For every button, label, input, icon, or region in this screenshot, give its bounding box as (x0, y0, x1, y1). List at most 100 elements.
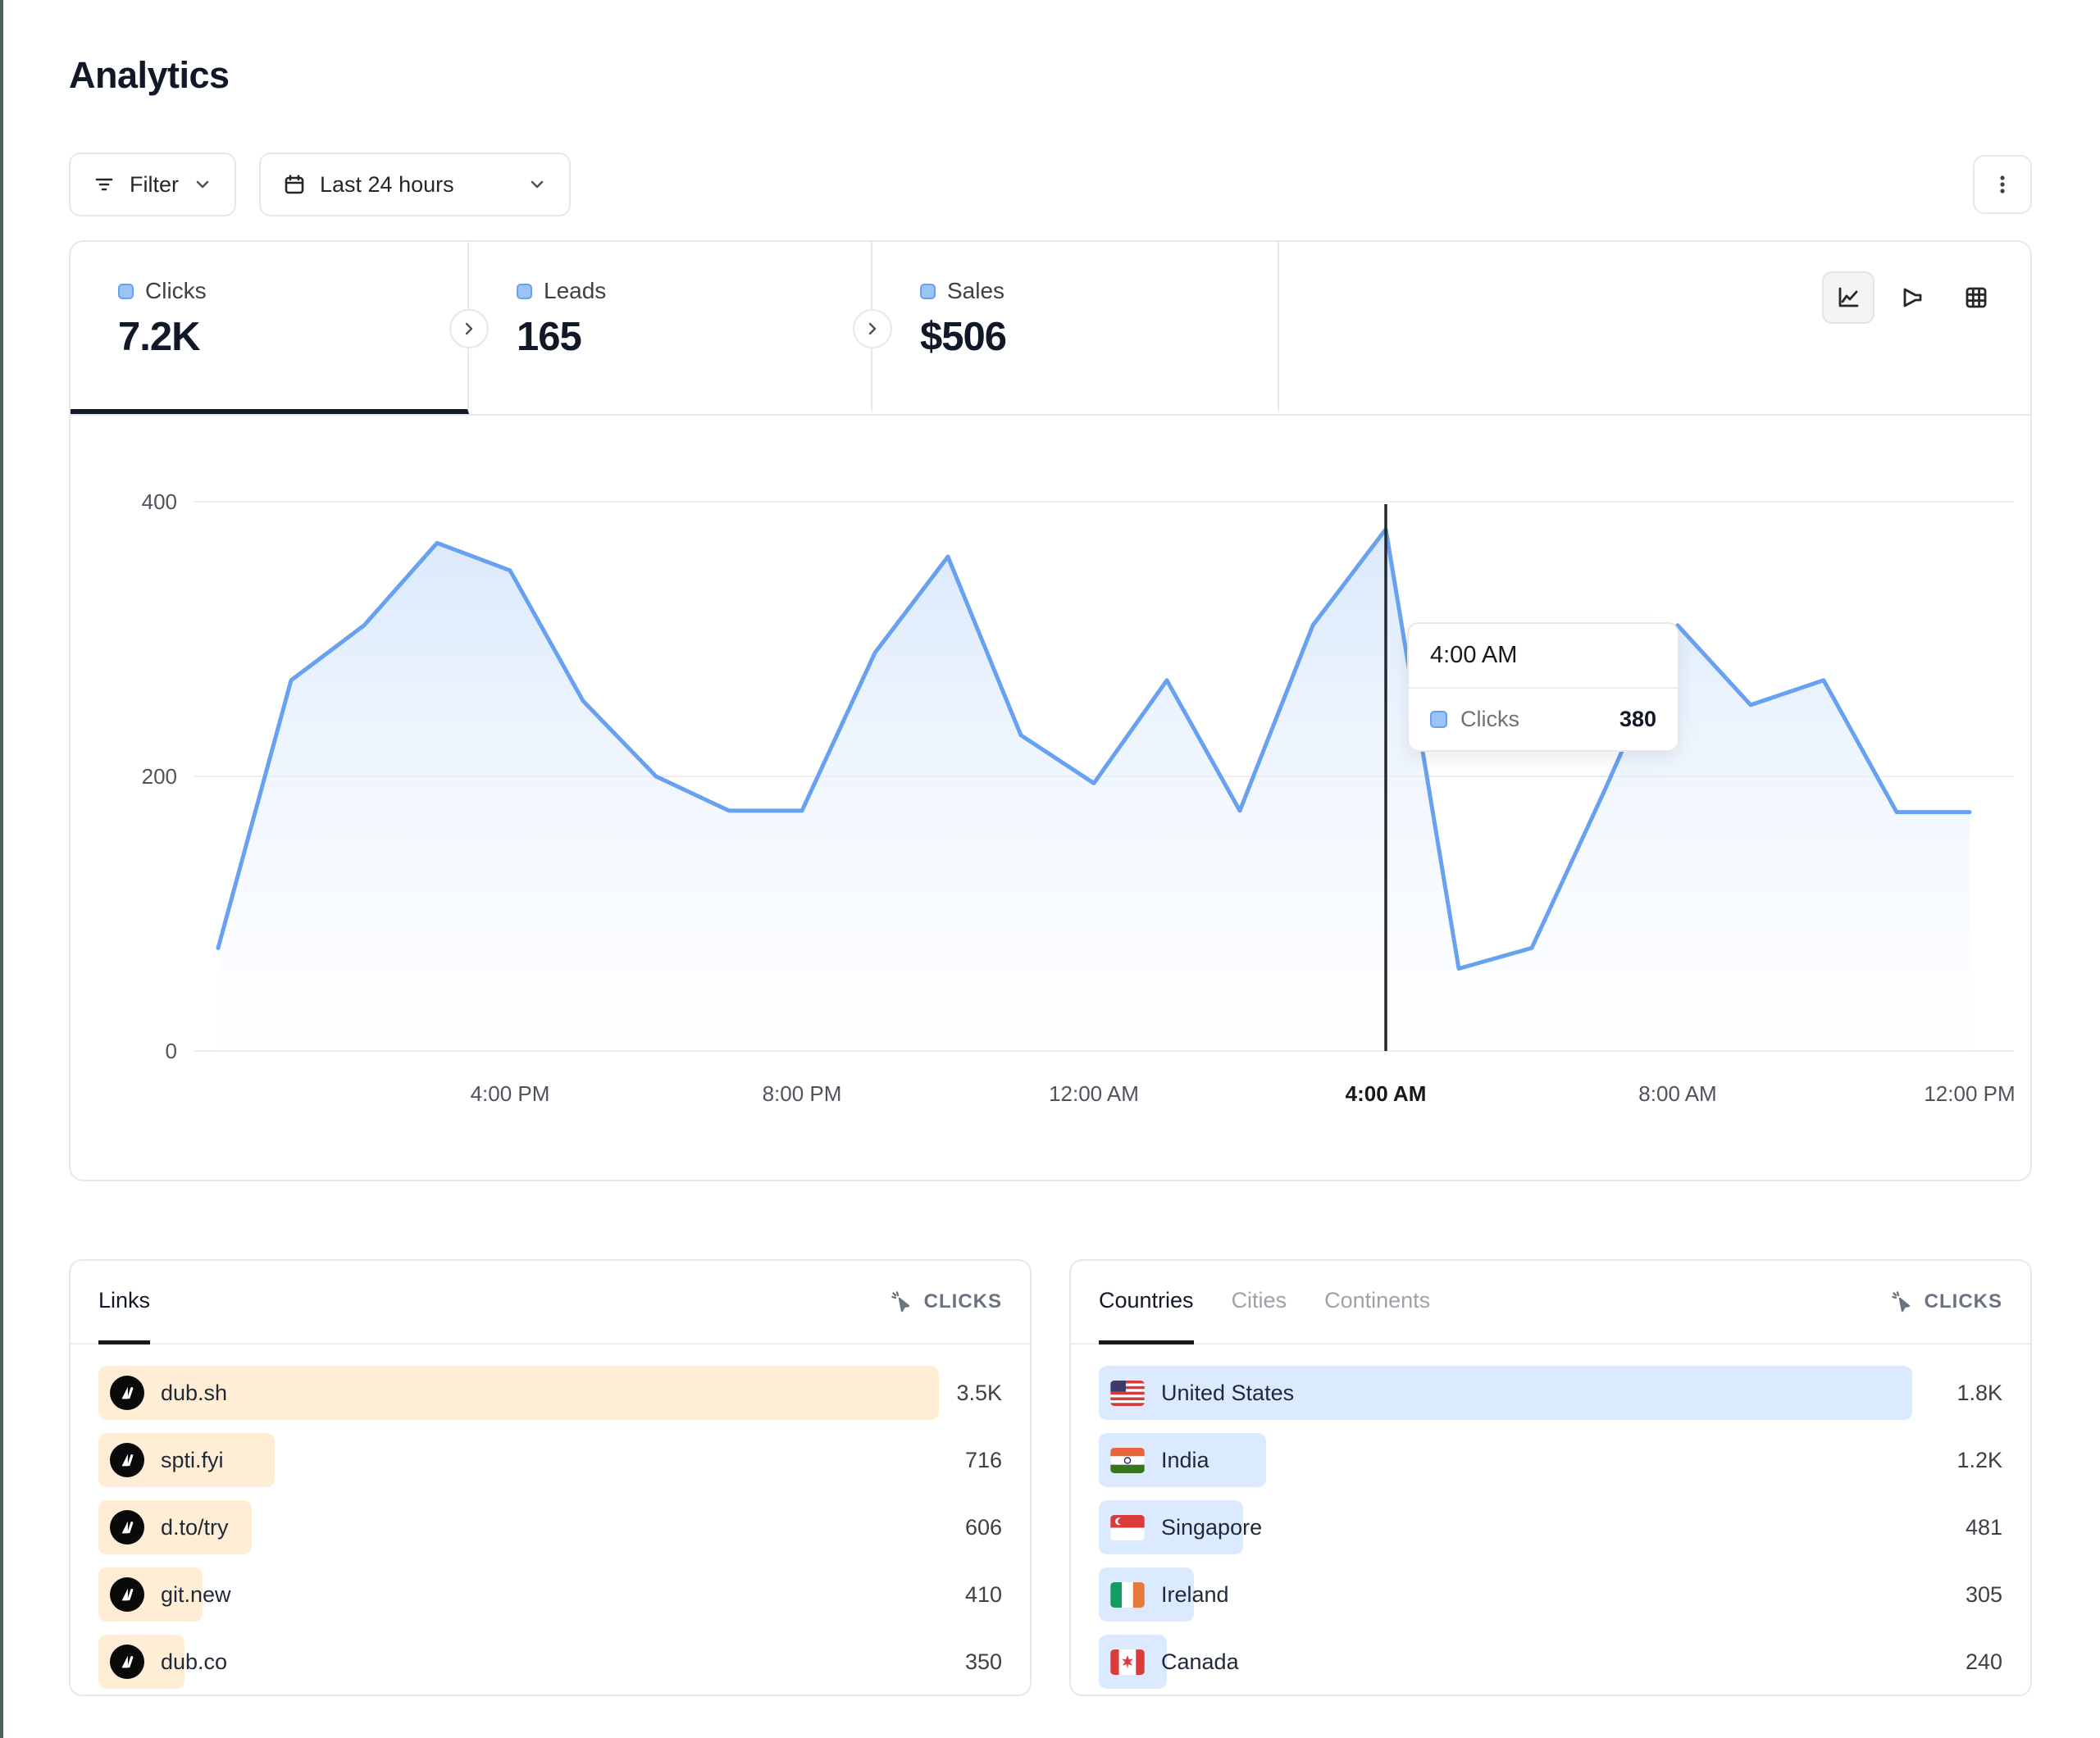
dub-logo-icon (110, 1376, 144, 1410)
table-row[interactable]: d.to/try 606 (98, 1500, 1002, 1554)
sales-legend-chip (920, 283, 936, 299)
kebab-menu-icon (1990, 172, 2015, 197)
clicks-timeseries-chart[interactable]: 400 200 0 4:00 PM 8:00 PM 12:00 AM 4:00 AM 8:00… (71, 416, 2030, 1181)
tooltip-legend-chip (1430, 711, 1447, 728)
svg-text:200: 200 (142, 764, 177, 789)
table-row[interactable]: Ireland 305 (1099, 1567, 2002, 1622)
expand-leads-button[interactable] (853, 309, 892, 348)
svg-text:12:00 PM: 12:00 PM (1924, 1081, 2015, 1106)
chevron-right-icon (465, 322, 473, 335)
tooltip-time: 4:00 AM (1409, 624, 1678, 689)
row-label: Singapore (1161, 1514, 1263, 1540)
row-label: spti.fyi (161, 1447, 224, 1472)
tab-sales-label: Sales (947, 278, 1005, 303)
more-options-button[interactable] (1973, 155, 2032, 214)
tab-clicks[interactable]: Clicks 7.2K (71, 242, 469, 414)
countries-metric-label: CLICKS (1924, 1290, 2002, 1313)
table-row[interactable]: India 1.2K (1099, 1433, 2002, 1487)
row-value: 410 (964, 1581, 1002, 1607)
links-panel: Links CLICKS dub.sh 3.5K spti.fyi 716 d.to/t… (69, 1259, 1032, 1696)
countries-metric-header[interactable]: CLICKS (1890, 1290, 2002, 1314)
value-bar (1099, 1366, 1912, 1420)
date-range-button[interactable]: Last 24 hours (259, 152, 571, 216)
stats-tabs: Clicks 7.2K Leads 165 Sales $506 (71, 242, 2030, 416)
row-label: d.to/try (161, 1514, 229, 1540)
chart-type-toggles (1822, 271, 2002, 324)
table-row[interactable]: dub.co 350 (98, 1635, 1002, 1689)
area-chart-canvas: 400 200 0 4:00 PM 8:00 PM 12:00 AM 4:00 AM 8:00… (142, 489, 2016, 1106)
row-value: 305 (1965, 1581, 2002, 1607)
tab-leads[interactable]: Leads 165 (469, 242, 872, 414)
tab-links[interactable]: Links (98, 1261, 151, 1344)
row-label: git.new (161, 1581, 231, 1607)
cursor-click-icon (1891, 1291, 1910, 1313)
table-row[interactable]: dub.sh 3.5K (98, 1366, 1002, 1420)
filter-button[interactable]: Filter (69, 152, 236, 216)
filter-icon (92, 172, 116, 197)
filter-button-label: Filter (130, 171, 179, 197)
tab-countries[interactable]: Countries (1099, 1261, 1194, 1344)
row-value: 1.8K (1957, 1380, 2002, 1405)
page-title: Analytics (69, 54, 230, 96)
tab-leads-value: 165 (517, 315, 582, 359)
row-value: 3.5K (956, 1380, 1002, 1405)
table-row[interactable]: United States 1.8K (1099, 1366, 2002, 1420)
svg-text:8:00 AM: 8:00 AM (1638, 1081, 1716, 1106)
chevron-down-icon (192, 174, 213, 195)
row-value: 716 (964, 1447, 1002, 1472)
table-row[interactable]: Canada 240 (1099, 1635, 2002, 1689)
svg-text:8:00 PM: 8:00 PM (763, 1081, 842, 1106)
row-label: dub.sh (161, 1380, 228, 1405)
flag-sg-icon (1110, 1514, 1145, 1540)
links-metric-header[interactable]: CLICKS (890, 1290, 1002, 1314)
flag-ie-icon (1110, 1581, 1145, 1608)
svg-text:0: 0 (166, 1039, 177, 1063)
row-value: 240 (1965, 1649, 2002, 1674)
value-bar (98, 1366, 939, 1420)
line-chart-icon (1838, 287, 1859, 307)
tab-sales[interactable]: Sales $506 (872, 242, 1279, 414)
row-label: Canada (1161, 1649, 1239, 1674)
table-row[interactable]: spti.fyi 716 (98, 1433, 1002, 1487)
svg-text:400: 400 (142, 489, 177, 514)
calendar-icon (282, 172, 307, 197)
chevron-down-icon (526, 174, 548, 195)
tab-continents[interactable]: Continents (1324, 1288, 1431, 1313)
toolbar: Filter Last 24 hours (69, 152, 2032, 216)
table-toggle[interactable] (1950, 271, 2002, 324)
tooltip-series-label: Clicks (1460, 707, 1519, 731)
clicks-legend-chip (118, 283, 134, 299)
svg-text:12:00 AM: 12:00 AM (1049, 1081, 1139, 1106)
line-chart-toggle[interactable] (1822, 271, 1875, 324)
analytics-page: Analytics Filter Last 24 hou (69, 0, 2032, 1738)
tooltip-value: 380 (1619, 707, 1656, 731)
tab-cities[interactable]: Cities (1231, 1288, 1287, 1313)
countries-panel: Countries Cities Continents CLICKS United … (1069, 1259, 2032, 1696)
analytics-card: Clicks 7.2K Leads 165 Sales $506 (69, 240, 2032, 1181)
svg-text:4:00 AM: 4:00 AM (1346, 1081, 1427, 1106)
table-row[interactable]: Singapore 481 (1099, 1500, 2002, 1554)
row-value: 481 (1965, 1514, 2002, 1540)
dub-logo-icon (110, 1510, 144, 1545)
tab-clicks-value: 7.2K (118, 315, 201, 359)
links-metric-label: CLICKS (923, 1290, 1002, 1313)
row-value: 606 (964, 1514, 1002, 1540)
cursor-click-icon (891, 1291, 909, 1313)
row-label: India (1161, 1447, 1209, 1472)
table-row[interactable]: git.new 410 (98, 1567, 1002, 1622)
row-label: United States (1161, 1380, 1295, 1405)
expand-clicks-button[interactable] (449, 309, 489, 348)
dub-logo-icon (110, 1443, 144, 1477)
funnel-chart-toggle[interactable] (1886, 271, 1938, 324)
funnel-chart-icon (1903, 288, 1922, 307)
dub-logo-icon (110, 1645, 144, 1679)
chevron-right-icon (868, 322, 877, 335)
date-range-label: Last 24 hours (320, 171, 454, 197)
row-value: 350 (964, 1649, 1002, 1674)
table-grid-icon (1966, 287, 1987, 308)
tab-leads-label: Leads (544, 278, 607, 303)
row-label: dub.co (161, 1649, 228, 1674)
flag-in-icon (1110, 1447, 1145, 1473)
row-label: Ireland (1161, 1581, 1229, 1607)
tab-clicks-label: Clicks (145, 278, 207, 303)
